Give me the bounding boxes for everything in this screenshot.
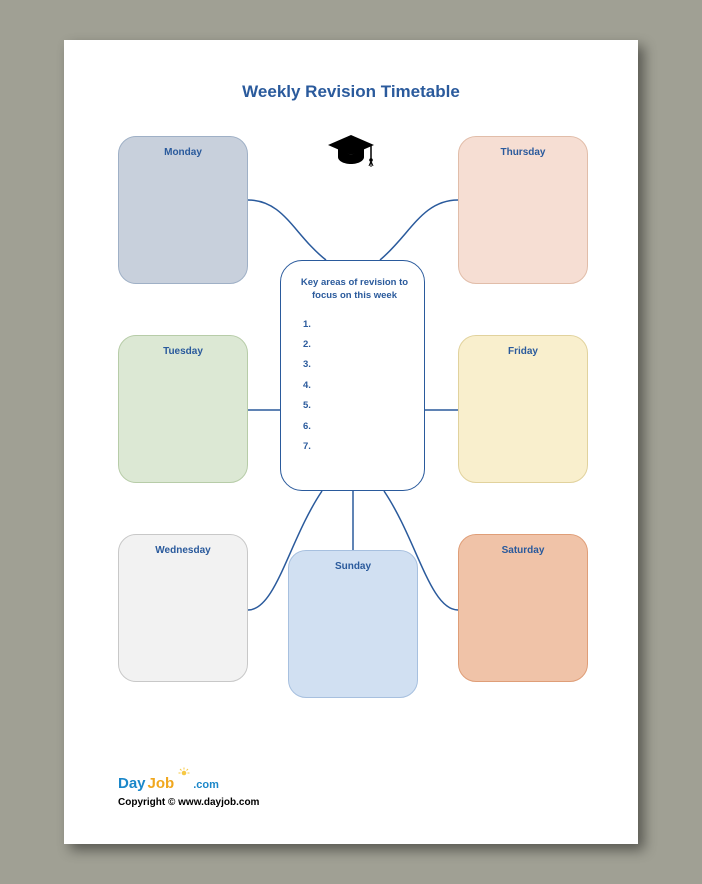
- center-list-item: 5.: [303, 396, 410, 416]
- document-page: Weekly Revision Timetable Key areas of r…: [64, 40, 638, 844]
- day-label: Thursday: [459, 147, 587, 158]
- center-list: 1.2.3.4.5.6.7.: [299, 315, 410, 458]
- day-label: Tuesday: [119, 346, 247, 357]
- logo-day: Day: [118, 775, 146, 792]
- day-box-friday: Friday: [458, 335, 588, 483]
- day-box-thursday: Thursday: [458, 136, 588, 284]
- page-title: Weekly Revision Timetable: [64, 82, 638, 102]
- center-list-item: 2.: [303, 335, 410, 355]
- day-box-sunday: Sunday: [288, 550, 418, 698]
- day-box-monday: Monday: [118, 136, 248, 284]
- dayjob-logo: DayJob .com: [118, 773, 259, 792]
- day-box-tuesday: Tuesday: [118, 335, 248, 483]
- graduation-cap-icon: [326, 133, 376, 174]
- day-label: Monday: [119, 147, 247, 158]
- center-list-item: 6.: [303, 417, 410, 437]
- center-list-item: 3.: [303, 355, 410, 375]
- day-label: Sunday: [289, 561, 417, 572]
- day-box-saturday: Saturday: [458, 534, 588, 682]
- day-label: Wednesday: [119, 545, 247, 556]
- day-label: Saturday: [459, 545, 587, 556]
- center-focus-box: Key areas of revision to focus on this w…: [280, 260, 425, 491]
- center-list-item: 4.: [303, 376, 410, 396]
- center-list-item: 1.: [303, 315, 410, 335]
- center-heading: Key areas of revision to focus on this w…: [299, 277, 410, 303]
- footer: DayJob .com Copyright © www.dayjob.com: [118, 773, 259, 808]
- logo-job: Job: [148, 775, 175, 792]
- center-list-item: 7.: [303, 437, 410, 457]
- copyright-text: Copyright © www.dayjob.com: [118, 797, 259, 808]
- logo-com: .com: [193, 779, 219, 791]
- sun-icon: [177, 765, 191, 784]
- day-box-wednesday: Wednesday: [118, 534, 248, 682]
- day-label: Friday: [459, 346, 587, 357]
